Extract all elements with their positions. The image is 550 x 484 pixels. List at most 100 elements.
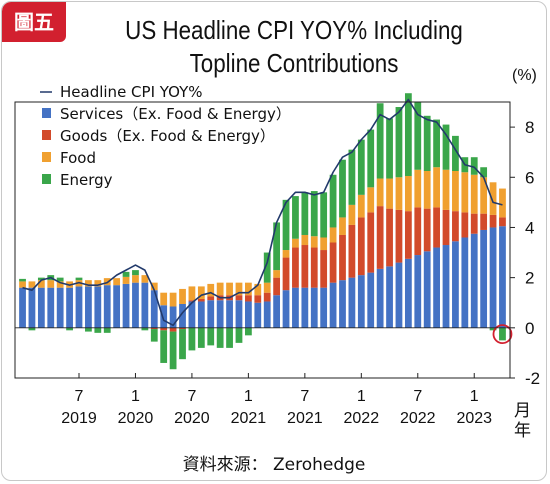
- bar-segment-3-2022-04: [386, 118, 393, 179]
- bar-segment-1-2022-12: [461, 212, 469, 238]
- bar-segment-2-2019-12: [122, 276, 130, 284]
- bar-segment-3-2020-10: [216, 327, 224, 348]
- x-tick-month: 7: [413, 388, 422, 405]
- x-tick-year: 2020: [118, 410, 154, 427]
- bar-segment-0-2019-04: [47, 287, 55, 328]
- legend-label: Goods（Ex. Food & Energy）: [60, 127, 275, 145]
- bar-segment-1-2020-12: [235, 295, 243, 301]
- bar-segment-2-2019-09: [94, 280, 102, 287]
- bar-segment-0-2022-08: [423, 251, 431, 328]
- y-tick-label: -2: [525, 369, 540, 388]
- y-tick-label: 4: [525, 218, 534, 237]
- bar-segment-0-2022-02: [367, 272, 375, 328]
- bar-segment-1-2022-07: [414, 207, 422, 256]
- x-tick-year: 2020: [174, 410, 210, 427]
- bar-segment-0-2020-10: [216, 300, 224, 328]
- bar-segment-2-2020-11: [226, 282, 233, 296]
- bar-segment-3-2021-08: [310, 191, 318, 237]
- x-tick-year: 2019: [61, 410, 97, 427]
- bar-segment-3-2019-08: [85, 327, 92, 332]
- bar-segment-2-2020-06: [179, 288, 186, 304]
- bar-segment-3-2020-02: [141, 327, 149, 331]
- bar-segment-1-2022-05: [395, 209, 403, 263]
- bar-segment-2-2020-07: [188, 286, 196, 301]
- x-tick-year: 2021: [287, 410, 323, 427]
- legend-swatch: [42, 108, 51, 118]
- bar-segment-1-2023-03: [489, 214, 497, 228]
- bar-segment-3-2021-10: [329, 174, 337, 228]
- bar-segment-3-2022-01: [357, 139, 365, 195]
- bar-segment-1-2020-06: [179, 327, 186, 330]
- bar-segment-3-2019-07: [75, 277, 83, 281]
- bar-segment-3-2022-06: [404, 93, 412, 177]
- bar-segment-1-2022-03: [376, 206, 384, 269]
- x-tick-year: 2022: [344, 410, 380, 427]
- bar-segment-0-2021-07: [301, 287, 309, 328]
- bar-segment-1-2023-01: [470, 213, 478, 234]
- bar-segment-3-2022-08: [423, 115, 431, 171]
- bar-segment-0-2019-12: [122, 283, 130, 328]
- figure-badge: 圖五: [2, 2, 66, 42]
- x-tick-month: 1: [470, 388, 479, 405]
- bar-segment-1-2022-11: [452, 211, 459, 242]
- x-tick-month: 1: [244, 388, 253, 405]
- bar-segment-1-2021-10: [329, 242, 337, 283]
- bar-segment-0-2020-01: [132, 282, 139, 328]
- bar-segment-2-2023-03: [489, 182, 497, 215]
- bar-segment-0-2019-11: [113, 285, 121, 328]
- bar-segment-3-2021-07: [301, 192, 309, 235]
- bar-segment-3-2022-11: [452, 135, 459, 171]
- bar-segment-1-2022-08: [423, 208, 431, 252]
- bar-segment-3-2021-01: [245, 327, 252, 336]
- x-tick-year: 2023: [456, 410, 492, 427]
- bar-segment-2-2021-09: [320, 237, 328, 251]
- bar-segment-2-2019-05: [56, 281, 64, 288]
- bar-segment-0-2021-11: [339, 280, 346, 328]
- bar-segment-1-2020-09: [207, 296, 215, 301]
- bar-segment-2-2021-01: [245, 282, 252, 296]
- bar-segment-3-2019-02: [28, 327, 36, 331]
- bar-segment-2-2021-04: [273, 270, 281, 278]
- bar-segment-0-2019-07: [75, 286, 83, 328]
- bar-segment-3-2021-03: [263, 252, 271, 283]
- bar-segment-3-2019-01: [19, 278, 26, 282]
- bar-segment-3-2020-01: [132, 270, 139, 276]
- bar-segment-2-2023-02: [480, 177, 488, 214]
- bar-segment-0-2021-05: [282, 290, 290, 328]
- bar-segment-0-2022-10: [442, 245, 450, 328]
- bar-segment-3-2020-12: [235, 327, 243, 343]
- legend-label: Energy: [60, 171, 113, 189]
- bars-layer: [19, 93, 506, 370]
- source-note: 資料來源： Zerohedge: [182, 455, 366, 475]
- bar-segment-0-2022-04: [386, 266, 393, 328]
- bar-segment-3-2019-05: [56, 277, 64, 282]
- bar-segment-1-2020-08: [197, 298, 205, 302]
- bar-segment-2-2020-12: [235, 282, 243, 296]
- bar-segment-0-2020-08: [197, 301, 205, 328]
- bar-segment-3-2023-04: [499, 327, 506, 341]
- bar-segment-1-2021-01: [245, 295, 252, 302]
- bar-segment-2-2022-01: [357, 194, 365, 218]
- bar-segment-2-2020-04: [160, 292, 168, 306]
- bar-segment-2-2022-03: [376, 178, 384, 207]
- bar-segment-2-2022-04: [386, 178, 393, 209]
- bar-segment-0-2021-10: [329, 282, 337, 328]
- x-tick-month: 1: [131, 388, 140, 405]
- plot-frame: [14, 101, 511, 379]
- bar-segment-2-2022-05: [395, 177, 403, 210]
- bar-segment-2-2022-09: [433, 167, 440, 208]
- bar-segment-0-2023-04: [499, 226, 506, 328]
- bar-segment-3-2021-06: [292, 196, 299, 239]
- bar-segment-1-2021-07: [301, 245, 309, 288]
- bar-segment-0-2021-12: [348, 277, 356, 328]
- bar-segment-1-2021-02: [254, 295, 262, 303]
- bar-segment-1-2020-07: [188, 300, 196, 302]
- bar-segment-0-2020-02: [141, 282, 149, 328]
- bar-segment-0-2022-01: [357, 275, 365, 328]
- bar-segment-3-2021-04: [273, 222, 281, 271]
- bar-segment-2-2019-02: [28, 281, 36, 288]
- y-tick-label: 0: [525, 319, 534, 338]
- bar-segment-0-2019-08: [85, 286, 92, 328]
- bar-segment-1-2022-10: [442, 209, 450, 246]
- bar-segment-1-2020-03: [150, 327, 158, 330]
